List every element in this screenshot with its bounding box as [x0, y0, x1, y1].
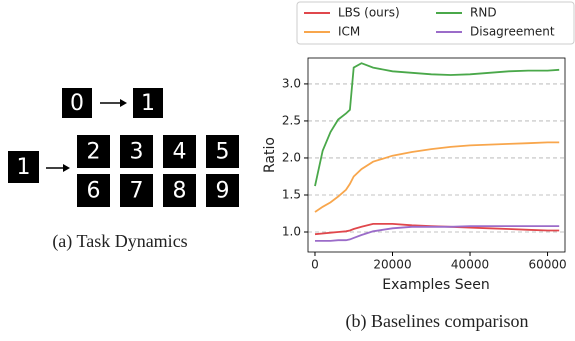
x-tick-label: 60000: [528, 258, 566, 272]
digit-box: [8, 151, 39, 183]
digit-box: [77, 135, 110, 168]
y-axis-label: Ratio: [262, 137, 278, 173]
digit: 4: [173, 140, 187, 165]
digit-box: [77, 174, 110, 207]
y-tick-label: 2.0: [282, 150, 301, 164]
legend-box: [296, 1, 575, 45]
legend-label: LBS (ours): [338, 6, 400, 20]
digit-box: [120, 174, 153, 207]
digit: 8: [173, 179, 187, 204]
caption: (a) Task Dynamics: [52, 231, 187, 252]
legend-label: RND: [470, 6, 497, 20]
digit-box: [163, 174, 196, 207]
caption: (b) Baselines comparison: [346, 311, 529, 332]
arrow-head: [63, 164, 70, 172]
digit-box: [120, 135, 153, 168]
digit: 7: [130, 179, 144, 204]
y-tick-label: 3.0: [282, 76, 301, 90]
digit: 1: [141, 91, 155, 116]
series-line: [315, 225, 560, 242]
y-tick-label: 1.0: [282, 225, 301, 239]
y-tick-label: 2.5: [282, 113, 301, 127]
digit: 1: [17, 155, 31, 180]
digit-box: [163, 135, 196, 168]
digit-box: [206, 174, 239, 207]
digit: 6: [87, 179, 101, 204]
x-tick-label: 40000: [451, 258, 489, 272]
digit-box: [133, 88, 163, 118]
legend-label: Disagreement: [470, 25, 555, 39]
y-tick-label: 1.5: [282, 187, 301, 201]
series-line: [314, 62, 560, 187]
x-tick-label: 20000: [373, 258, 411, 272]
series-line: [314, 223, 560, 236]
target-grid: 2 3 4 5 6 7 8 9: [77, 135, 239, 207]
legend-label: ICM: [338, 25, 360, 39]
digit: 9: [216, 179, 230, 204]
arrow-head: [120, 99, 127, 107]
digit: 2: [87, 140, 101, 165]
x-tick-label: 0: [311, 258, 319, 272]
digit-box: [206, 135, 239, 168]
digit: 0: [70, 91, 84, 116]
x-axis-label: Examples Seen: [382, 277, 489, 293]
plot-frame: [307, 57, 566, 253]
chart: (b) Baselines comparison Examples Seen R…: [262, 1, 575, 332]
digit: 3: [130, 140, 144, 165]
digit: 5: [216, 140, 230, 165]
task-dynamics: 0 1 1 2 3 4 5 6 7 8 9 (a) Task Dynamics: [8, 88, 239, 252]
digit-box: [62, 88, 92, 118]
series-line: [314, 141, 560, 213]
